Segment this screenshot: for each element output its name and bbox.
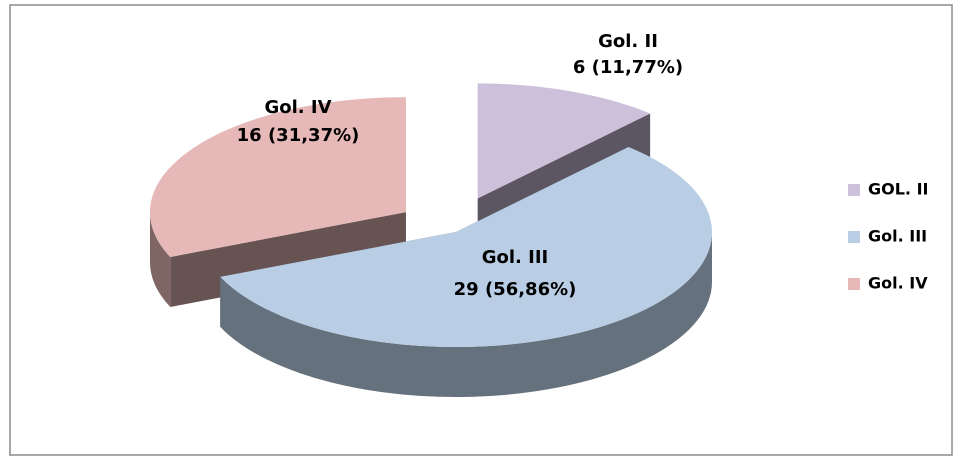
slice-side bbox=[220, 232, 713, 397]
legend-label: Gol. III bbox=[868, 227, 927, 246]
data-label: 6 (11,77%) bbox=[573, 57, 683, 78]
data-label: 29 (56,86%) bbox=[454, 279, 577, 300]
legend-swatch bbox=[848, 184, 860, 196]
data-label-name: Gol. IV bbox=[264, 97, 331, 118]
legend-swatch bbox=[848, 278, 860, 290]
legend: GOL. II Gol. III Gol. IV bbox=[848, 180, 928, 293]
slice-side bbox=[149, 212, 171, 307]
legend-label: GOL. II bbox=[868, 180, 928, 199]
data-label-name: Gol. III bbox=[482, 247, 549, 268]
slice bbox=[149, 97, 406, 257]
legend-label: Gol. IV bbox=[868, 274, 928, 293]
data-label: 16 (31,37%) bbox=[237, 125, 360, 146]
legend-swatch bbox=[848, 231, 860, 243]
slice bbox=[477, 83, 651, 199]
data-label-name: Gol. II bbox=[598, 31, 658, 52]
slice bbox=[220, 147, 713, 348]
pie: Gol. II 6 (11,77%) Gol. IV 16 (31,37%) Gol. … bbox=[149, 31, 713, 397]
